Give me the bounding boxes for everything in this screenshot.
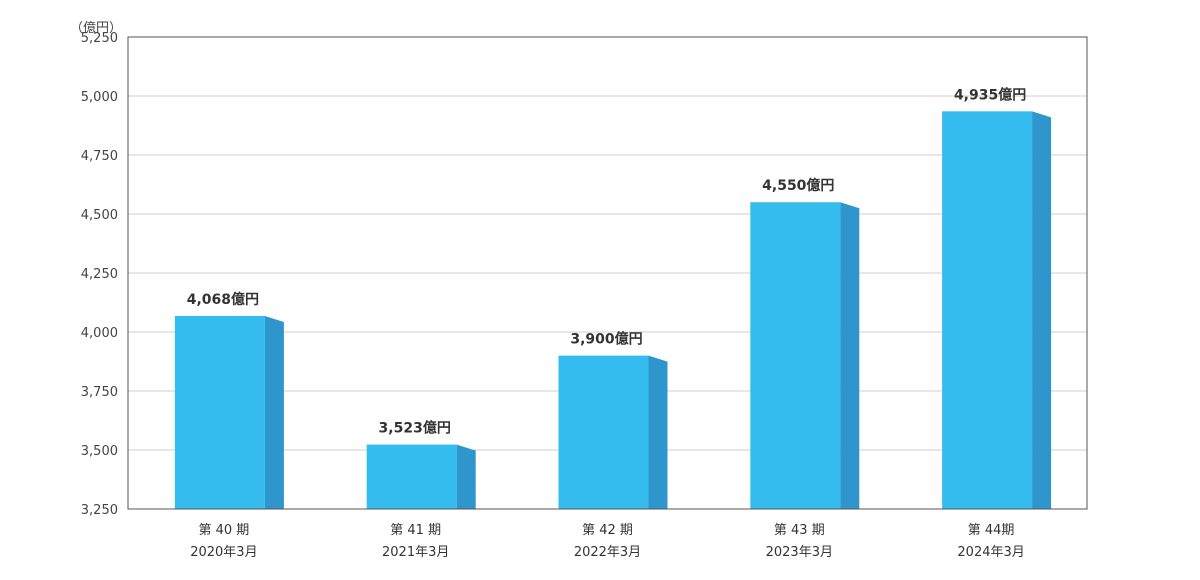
- data-label: 4,068億円: [187, 291, 259, 308]
- bar: [558, 355, 649, 509]
- y-axis-ticks: 3,250 3,500 3,750 4,000 4,250 4,500 4,750 5,000…: [81, 31, 118, 518]
- bar: [174, 315, 265, 509]
- bars: 4,068億円 3,523億円 3,900億円 4,550億円 4,935億円: [174, 86, 1052, 509]
- bar-side: [456, 444, 476, 509]
- bar: [750, 202, 841, 509]
- data-label: 3,523億円: [379, 420, 451, 437]
- y-tick-label: 4,000: [81, 326, 118, 341]
- y-tick-label: 4,750: [81, 149, 118, 164]
- bar-side: [1032, 111, 1052, 509]
- y-unit-label: （億円）: [70, 20, 122, 36]
- x-period-label: 第 44期: [968, 523, 1015, 538]
- data-label: 3,900億円: [570, 331, 642, 348]
- y-tick-label: 5,250: [81, 31, 118, 46]
- x-date-label: 2020年3月: [190, 545, 257, 560]
- y-tick-label: 5,000: [81, 90, 118, 105]
- y-tick-label: 3,750: [81, 385, 118, 400]
- x-period-label: 第 41 期: [390, 523, 441, 538]
- bar-side: [264, 315, 284, 509]
- x-date-label: 2022年3月: [574, 545, 641, 560]
- bar-side: [648, 355, 668, 509]
- y-tick-label: 4,500: [81, 208, 118, 223]
- plot-frame: [127, 36, 1088, 510]
- x-axis-labels: 第 40 期 2020年3月 第 41 期 2021年3月 第 42 期 2022年3月 第…: [190, 523, 1025, 560]
- bar: [366, 444, 457, 509]
- x-period-label: 第 42 期: [582, 523, 633, 538]
- bar: [942, 111, 1033, 509]
- y-tick-label: 3,500: [81, 444, 118, 459]
- x-period-label: 第 43 期: [774, 523, 825, 538]
- x-date-label: 2024年3月: [957, 545, 1024, 560]
- x-period-label: 第 40 期: [198, 523, 249, 538]
- bar-side: [840, 202, 860, 509]
- data-label: 4,550億円: [762, 177, 834, 194]
- data-label: 4,935億円: [954, 86, 1026, 103]
- y-tick-label: 4,250: [81, 267, 118, 282]
- x-date-label: 2023年3月: [766, 545, 833, 560]
- x-date-label: 2021年3月: [382, 545, 449, 560]
- y-tick-label: 3,250: [81, 503, 118, 518]
